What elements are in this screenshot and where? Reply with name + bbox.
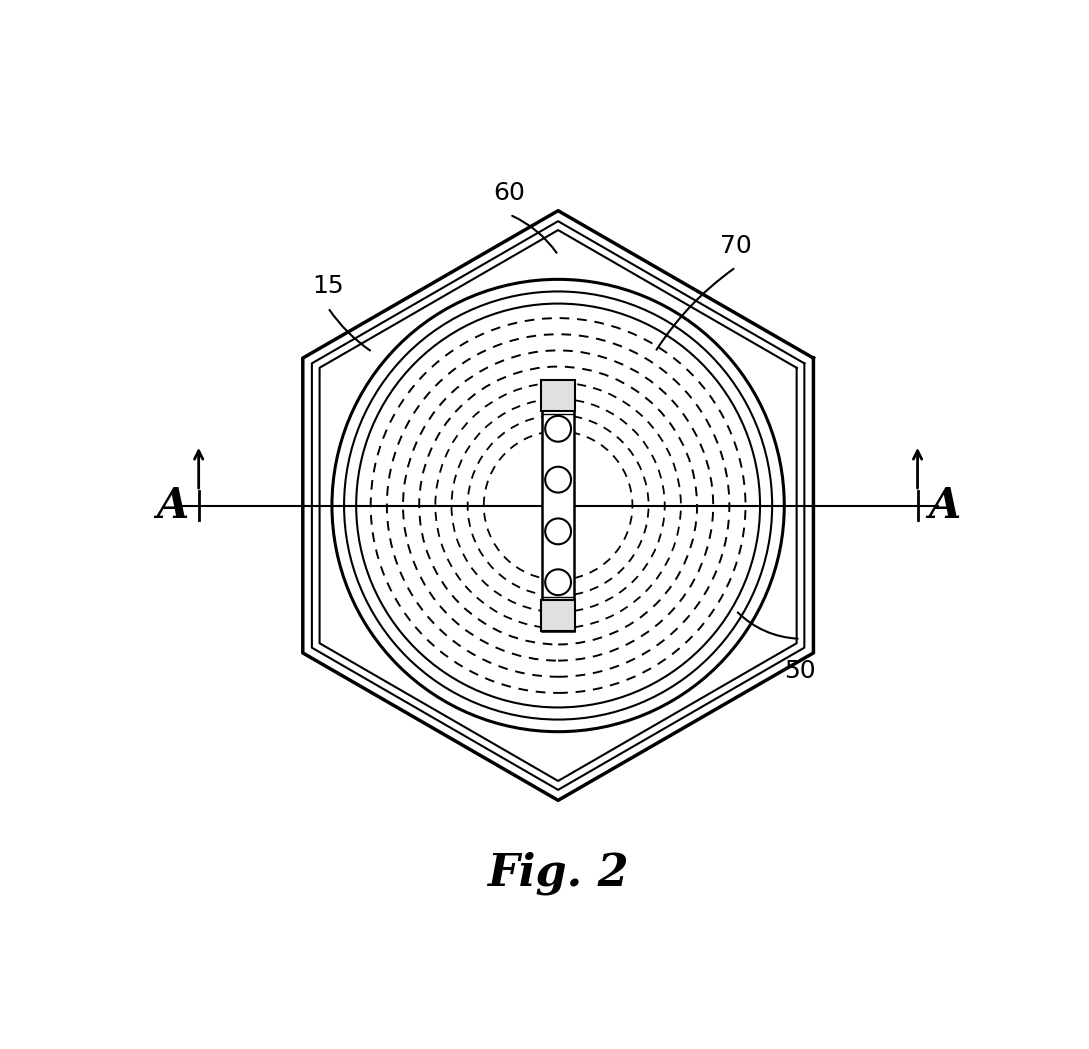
Bar xyxy=(542,381,574,630)
Text: 15: 15 xyxy=(313,274,344,298)
Bar xyxy=(541,381,575,411)
Text: Fig. 2: Fig. 2 xyxy=(487,852,629,895)
Text: A: A xyxy=(156,485,188,527)
Bar xyxy=(541,600,575,630)
Text: A: A xyxy=(928,485,960,527)
Text: 70: 70 xyxy=(720,234,751,258)
Text: 50: 50 xyxy=(784,659,817,683)
Text: 60: 60 xyxy=(493,181,526,205)
